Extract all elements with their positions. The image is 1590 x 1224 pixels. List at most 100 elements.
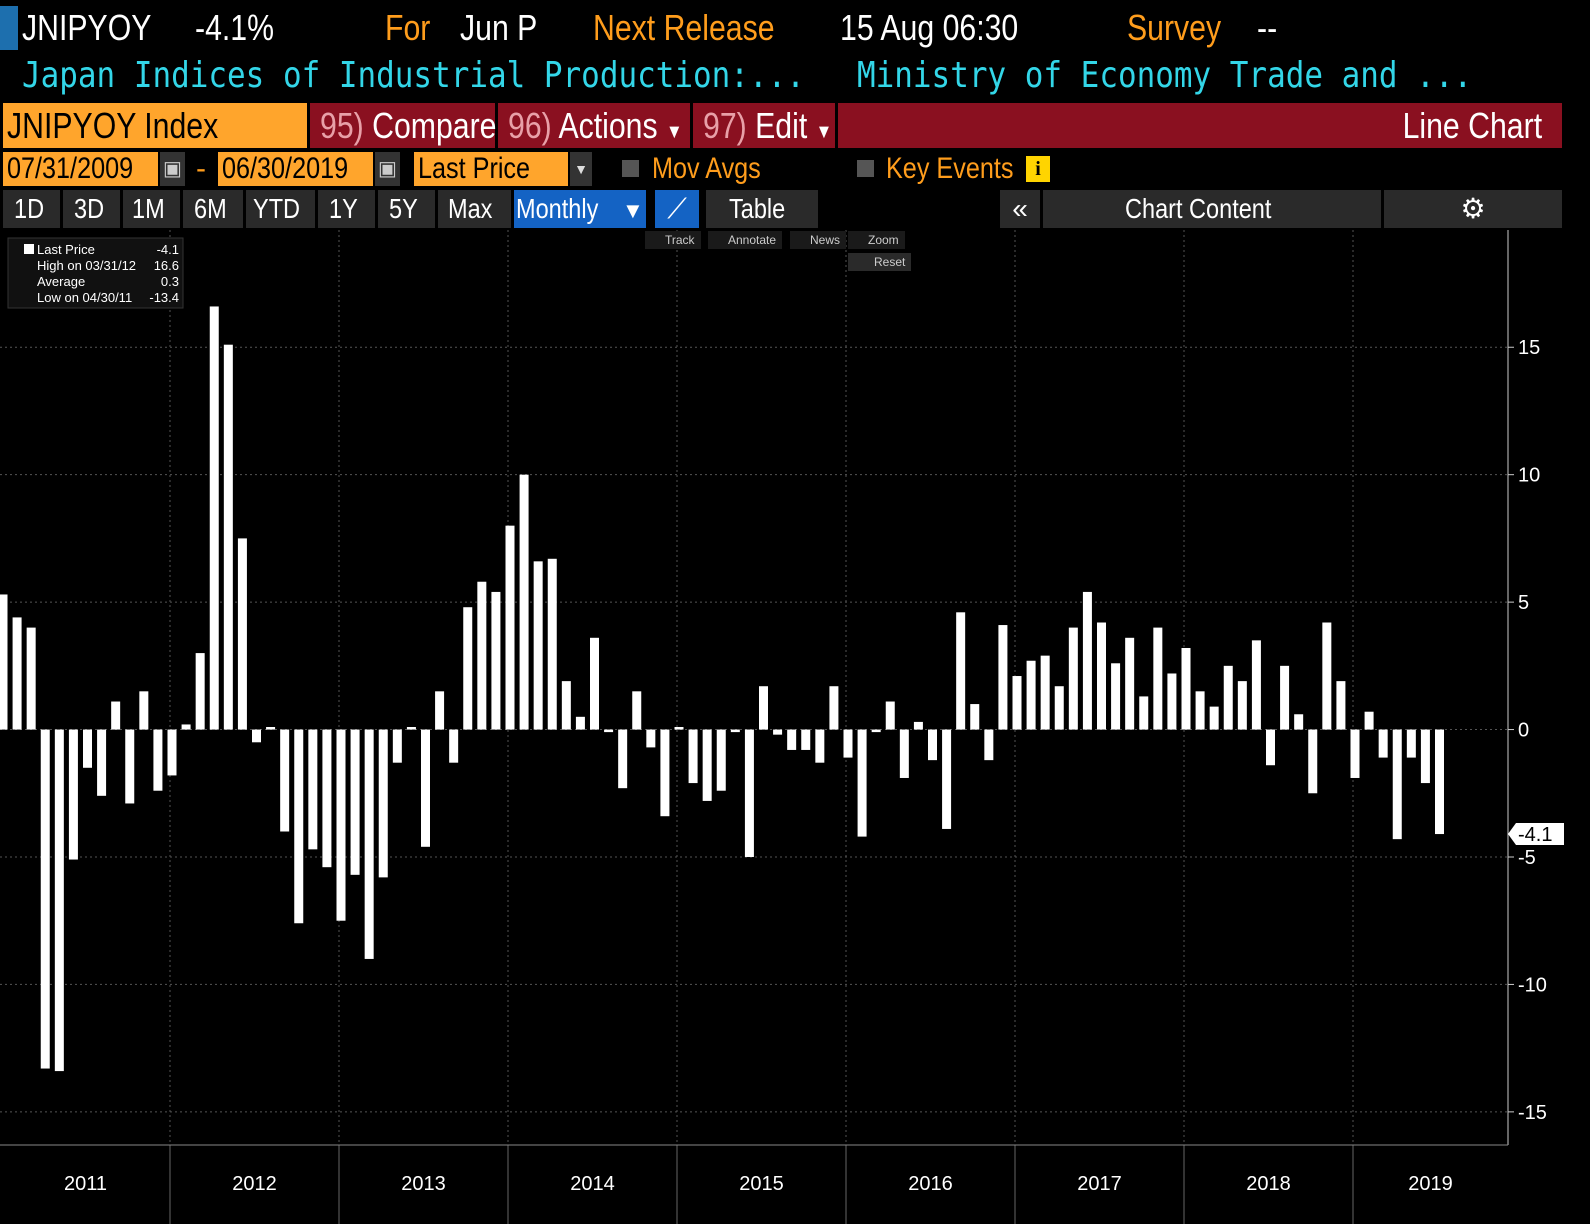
field-select[interactable]: Last Price (414, 152, 568, 186)
bar (1308, 729, 1318, 794)
calendar-icon[interactable]: ▣ (160, 152, 185, 186)
tool-button[interactable]: Annotate (708, 231, 783, 249)
bar (632, 691, 642, 730)
bar (801, 729, 811, 750)
bar (575, 716, 585, 730)
bar (956, 612, 966, 730)
bar (1181, 647, 1191, 730)
security-field[interactable]: JNIPYOY Index (3, 103, 307, 148)
bar (744, 729, 754, 857)
bar (237, 538, 247, 730)
frequency-select[interactable]: Monthly ▼ (514, 190, 646, 228)
bar (1012, 676, 1022, 730)
start-date: 07/31/2009 (7, 152, 134, 185)
period-button[interactable]: 6M (183, 190, 243, 228)
period-button[interactable]: 1D (3, 190, 60, 228)
bar (435, 691, 445, 730)
collapse[interactable]: « (1000, 190, 1040, 228)
checkbox[interactable] (622, 160, 639, 177)
tool-label: Track (665, 233, 695, 247)
period: 5Y (389, 193, 419, 224)
period-button[interactable]: 3D (63, 190, 120, 228)
menu-actions[interactable]: 96) Actions ▼ (498, 103, 690, 148)
date-sep: - (196, 152, 206, 185)
bar (660, 729, 670, 817)
bar (1435, 729, 1444, 835)
start-date-field[interactable]: 07/31/2009 (3, 152, 158, 186)
bar (1139, 696, 1149, 730)
period-button[interactable]: 1Y (318, 190, 375, 228)
table-button[interactable]: Table (706, 190, 818, 228)
y-tick-label: 10 (1518, 465, 1540, 487)
period-button[interactable]: 5Y (378, 190, 435, 228)
bar (125, 729, 135, 804)
bar (674, 727, 684, 730)
calendar-icon[interactable]: ▣ (375, 152, 400, 186)
tool-button[interactable]: Track (645, 231, 701, 249)
ticker: JNIPYOY (22, 7, 152, 48)
bar (463, 607, 473, 730)
settings[interactable]: ⚙ (1384, 190, 1562, 228)
menu-num: 97) (703, 105, 747, 146)
bar (406, 727, 416, 730)
bar (1082, 591, 1092, 730)
period-button[interactable]: 1M (123, 190, 180, 228)
tool-label: Annotate (728, 233, 777, 247)
survey: -- (1257, 7, 1278, 48)
menu-item: 96) Actions ▼ (508, 104, 683, 154)
menu-edit[interactable]: 97) Edit ▼ (693, 103, 835, 148)
bar (195, 653, 205, 730)
bar (547, 558, 557, 730)
bar (1125, 637, 1135, 730)
bar (266, 727, 276, 730)
caret: ▼ (815, 121, 833, 143)
x-tick-label: 2012 (232, 1173, 277, 1195)
bar (1364, 711, 1374, 730)
bar (421, 729, 430, 847)
bar (1209, 706, 1219, 730)
field-caret[interactable]: ▼ (570, 152, 592, 186)
legend-label: Average (37, 274, 85, 289)
chart-content-button[interactable]: Chart Content (1043, 190, 1381, 228)
checkbox[interactable] (857, 160, 874, 177)
bar (773, 729, 783, 735)
bar (1111, 663, 1121, 730)
chart-kind-bar[interactable]: Line Chart (838, 103, 1562, 148)
tool-button[interactable]: News (790, 231, 847, 249)
tool-button[interactable]: Zoom (848, 231, 905, 249)
bar (1040, 655, 1050, 730)
bar (1322, 622, 1332, 730)
accent (0, 6, 18, 50)
bar (829, 686, 839, 730)
chart-icon[interactable]: ⟋ (655, 190, 699, 228)
period-button[interactable]: Max (438, 190, 511, 228)
bar (702, 729, 712, 801)
bar (928, 729, 937, 761)
x-tick-label: 2016 (908, 1173, 953, 1195)
bar (491, 591, 501, 730)
x-tick-label: 2017 (1077, 1173, 1122, 1195)
caret: ▼ (622, 198, 644, 223)
x-tick-label: 2014 (570, 1173, 615, 1195)
reset-button[interactable]: Reset (848, 253, 912, 271)
period-button[interactable]: YTD (246, 190, 315, 228)
bar (1054, 686, 1064, 730)
bar (1251, 640, 1261, 730)
bar (223, 344, 233, 730)
end-date-field[interactable]: 06/30/2019 (218, 152, 373, 186)
bar (1223, 665, 1233, 730)
mov-avgs: Mov Avgs (652, 152, 761, 185)
bar (970, 704, 980, 730)
bar (477, 581, 487, 730)
last-label: -4.1 (1518, 824, 1552, 846)
menu-compare[interactable]: 95) Compare (310, 103, 496, 148)
bar (871, 729, 881, 733)
source: Ministry of Economy Trade and ... (857, 55, 1473, 96)
info-icon[interactable]: i (1026, 156, 1050, 182)
legend-label: High on 03/31/12 (37, 258, 136, 273)
bar (97, 729, 107, 796)
field: Last Price (418, 152, 531, 185)
y-tick-label: 0 (1518, 720, 1529, 742)
menu-num: 96) (508, 105, 552, 146)
bar (505, 525, 515, 730)
